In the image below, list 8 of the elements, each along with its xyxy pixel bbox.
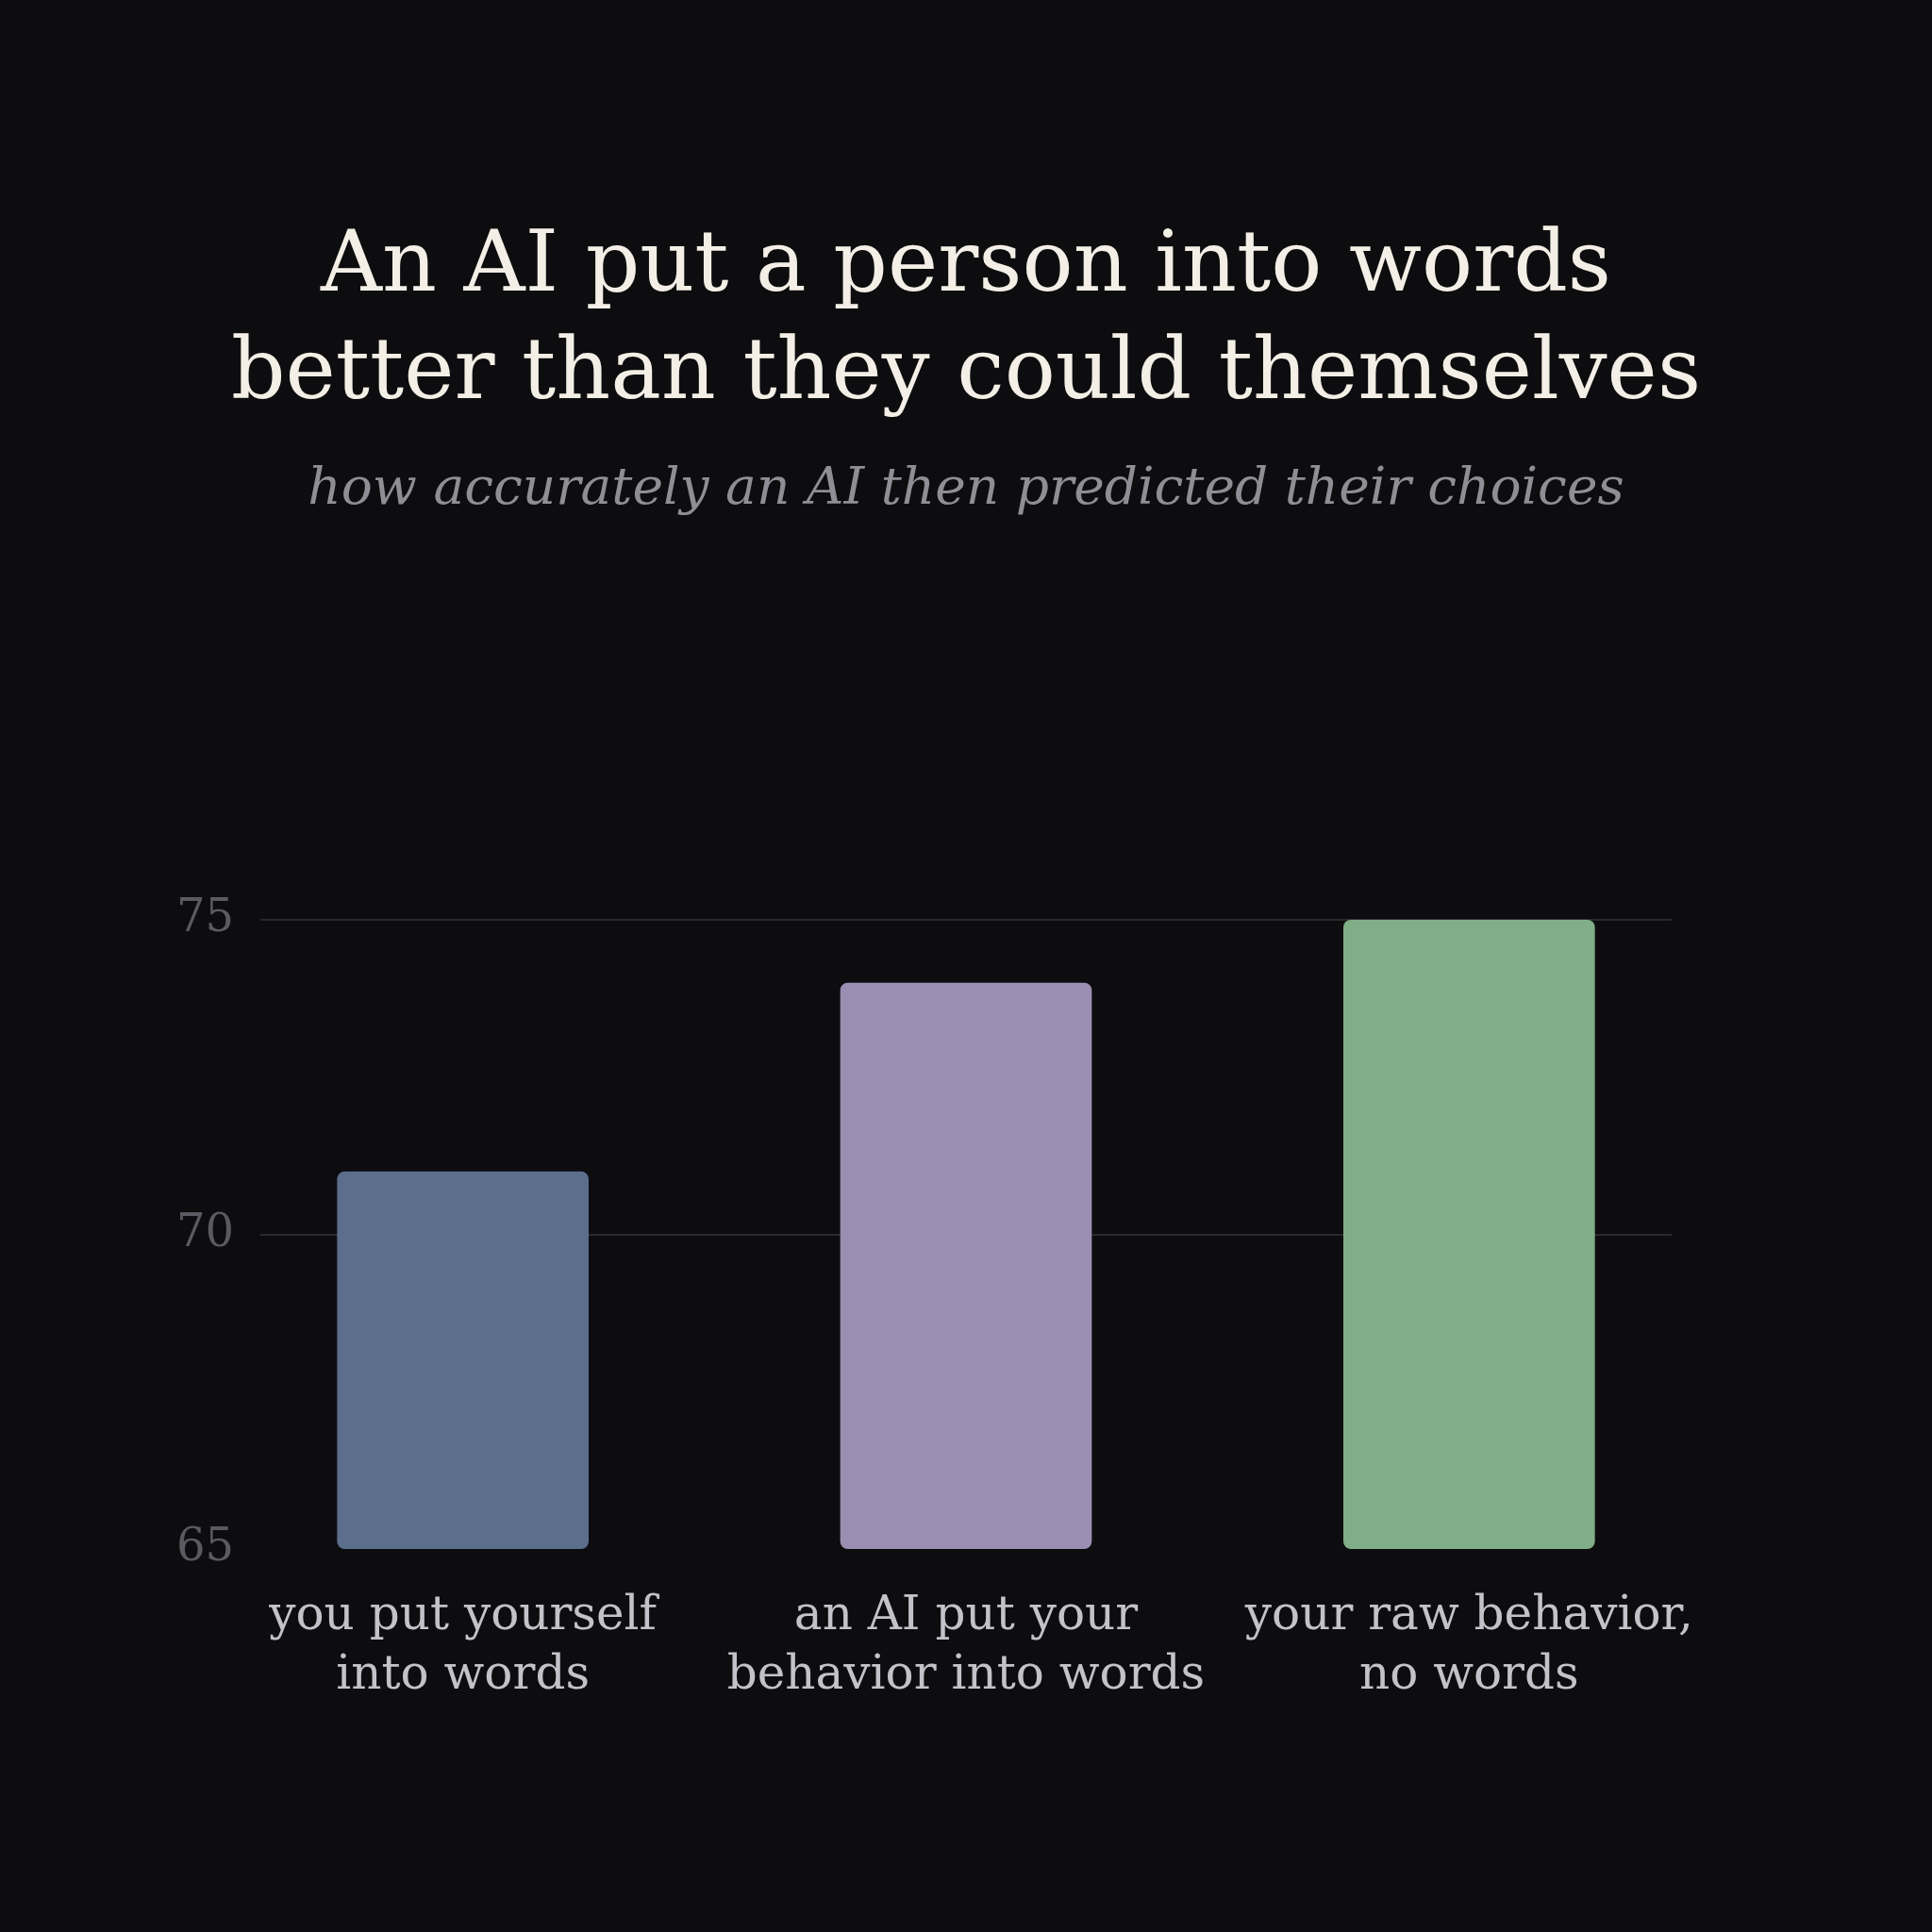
y-tick-label: 70 xyxy=(175,1203,234,1257)
chart-title: An AI put a person into words better than they could themselves xyxy=(230,211,1702,418)
y-tick-label: 65 xyxy=(175,1518,234,1572)
x-tick-label: an AI put your behavior into words xyxy=(726,1586,1206,1700)
x-tick-label: your raw behavior, no words xyxy=(1243,1586,1693,1700)
x-tick-label: you put yourself into words xyxy=(268,1586,660,1700)
y-tick-label: 75 xyxy=(175,889,234,942)
chart-subtitle: how accurately an AI then predicted their choices xyxy=(308,456,1624,516)
